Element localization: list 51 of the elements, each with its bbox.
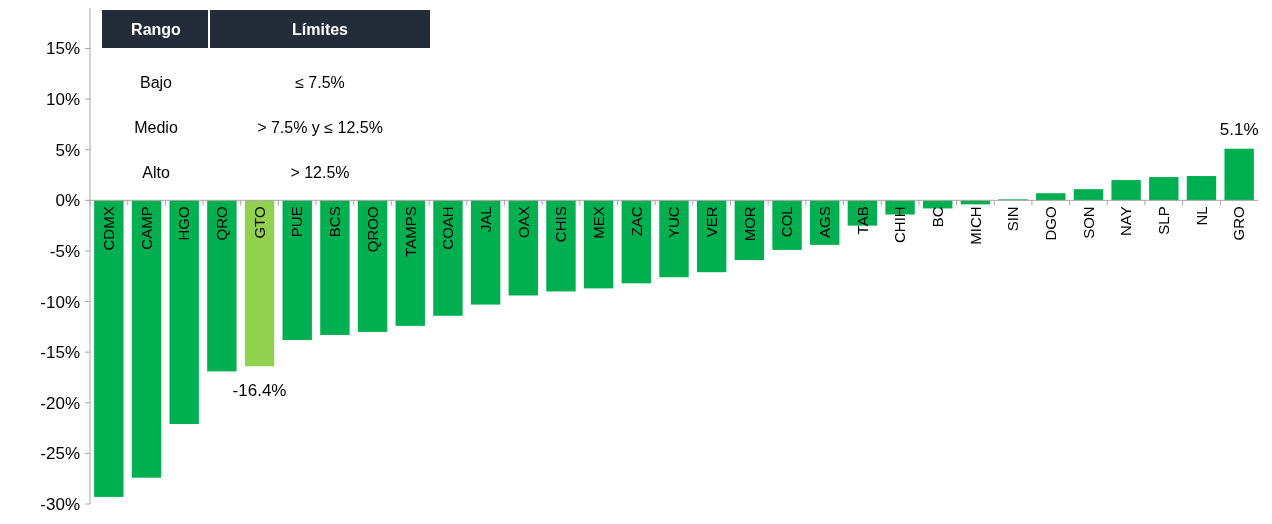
x-tick-label: AGS bbox=[815, 206, 833, 239]
x-tick-label: GTO bbox=[250, 206, 268, 239]
y-tick-label: -10% bbox=[40, 292, 80, 312]
data-label: -16.4% bbox=[232, 381, 287, 401]
x-tick-label: CHIH bbox=[891, 206, 909, 243]
x-tick-label: QROO bbox=[363, 206, 381, 253]
annotation: Límites bbox=[291, 20, 349, 38]
x-tick-label: CAMP bbox=[137, 206, 155, 250]
annotation: > 12.5% bbox=[290, 163, 350, 181]
x-tick-label: HGO bbox=[175, 206, 193, 241]
y-tick-label: 0% bbox=[55, 191, 80, 211]
x-tick-label: PUE bbox=[288, 206, 306, 238]
x-tick-label: ZAC bbox=[627, 206, 645, 237]
x-tick-label: QRO bbox=[213, 206, 231, 241]
y-tick-label: 10% bbox=[45, 90, 80, 110]
annotation: > 7.5% y ≤ 12.5% bbox=[257, 118, 383, 136]
x-tick-label: CHIS bbox=[552, 206, 570, 243]
x-tick-label: OAX bbox=[514, 206, 532, 239]
x-tick-label: NL bbox=[1192, 206, 1210, 226]
x-tick-label: VER bbox=[702, 206, 720, 238]
y-tick-label: 5% bbox=[55, 140, 80, 160]
x-tick-label: MOR bbox=[740, 206, 758, 242]
y-tick-label: -25% bbox=[40, 444, 80, 464]
y-tick-label: -15% bbox=[40, 343, 80, 363]
y-tick-label: -5% bbox=[49, 241, 80, 261]
annotation: Bajo bbox=[139, 73, 173, 91]
annotation: ≤ 7.5% bbox=[295, 73, 345, 91]
annotation: Medio bbox=[134, 118, 178, 136]
annotation: Alto bbox=[142, 163, 170, 181]
x-tick-label: SON bbox=[1079, 206, 1097, 239]
x-tick-label: TAB bbox=[853, 206, 871, 235]
y-tick-label: 15% bbox=[45, 39, 80, 59]
x-tick-label: GRO bbox=[1230, 206, 1248, 241]
x-tick-label: NAY bbox=[1117, 206, 1135, 237]
x-tick-label: MICH bbox=[966, 206, 984, 245]
data-label: 5.1% bbox=[1219, 119, 1259, 139]
x-tick-label: BCS bbox=[326, 206, 344, 238]
y-tick-label: -20% bbox=[40, 393, 80, 413]
x-tick-label: COL bbox=[778, 206, 796, 238]
x-tick-label: YUC bbox=[665, 206, 683, 238]
x-tick-label: SIN bbox=[1004, 206, 1022, 232]
x-tick-label: CDMX bbox=[100, 206, 118, 251]
annotation: Rango bbox=[131, 20, 182, 38]
x-tick-label: BC bbox=[928, 206, 946, 228]
x-tick-label: JAL bbox=[476, 206, 494, 233]
x-tick-label: TAMPS bbox=[401, 206, 419, 257]
y-tick-label: -30% bbox=[40, 494, 80, 514]
x-tick-label: DGO bbox=[1042, 206, 1060, 241]
x-tick-label: SLP bbox=[1155, 206, 1173, 235]
x-tick-label: COAH bbox=[439, 206, 457, 250]
x-tick-label: MEX bbox=[589, 206, 607, 239]
